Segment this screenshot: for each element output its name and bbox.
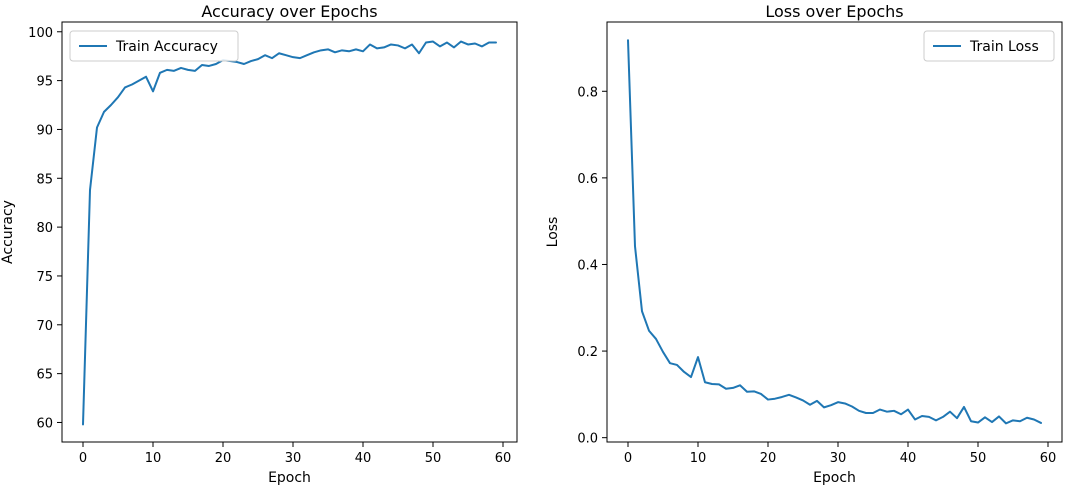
y-tick-label: 65 bbox=[36, 368, 53, 383]
y-tick-label: 90 bbox=[36, 123, 53, 138]
x-tick-label: 0 bbox=[79, 451, 87, 466]
series-line-0 bbox=[82, 40, 497, 426]
axes-frame bbox=[606, 21, 1063, 443]
legend-label: Train Accuracy bbox=[115, 39, 218, 55]
y-tick-label: 70 bbox=[36, 319, 53, 334]
x-tick-label: 10 bbox=[690, 451, 707, 466]
y-tick-label: 80 bbox=[36, 221, 53, 236]
x-tick-label: 60 bbox=[495, 451, 512, 466]
legend-box bbox=[923, 30, 1055, 62]
x-axis-label: Epoch bbox=[268, 470, 311, 486]
y-tick-label: 0.0 bbox=[577, 432, 598, 447]
chart-title: Loss over Epochs bbox=[765, 2, 903, 21]
legend: Train Accuracy bbox=[69, 30, 239, 62]
x-tick-label: 20 bbox=[760, 451, 777, 466]
legend-label: Train Loss bbox=[969, 39, 1039, 55]
legend-box bbox=[69, 30, 239, 62]
y-tick-label: 0.4 bbox=[577, 258, 598, 273]
x-tick-label: 60 bbox=[1040, 451, 1057, 466]
x-tick-label: 30 bbox=[285, 451, 302, 466]
chart-0: Accuracy over Epochs 0 10 20 30 40 50 60 60 65 70 7… bbox=[0, 2, 518, 486]
y-axis-label: Loss bbox=[545, 217, 561, 248]
x-tick-label: 10 bbox=[145, 451, 162, 466]
y-tick-label: 0.8 bbox=[577, 85, 598, 100]
x-tick-label: 50 bbox=[970, 451, 987, 466]
y-tick-label: 60 bbox=[36, 416, 53, 431]
x-tick-label: 50 bbox=[425, 451, 442, 466]
axes-frame bbox=[61, 21, 518, 443]
x-tick-label: 0 bbox=[624, 451, 632, 466]
x-tick-label: 40 bbox=[900, 451, 917, 466]
x-axis-label: Epoch bbox=[813, 470, 856, 486]
chart-title: Accuracy over Epochs bbox=[201, 2, 377, 21]
y-tick-label: 75 bbox=[36, 270, 53, 285]
y-tick-label: 0.6 bbox=[577, 172, 598, 187]
y-tick-label: 0.2 bbox=[577, 345, 598, 360]
y-tick-label: 100 bbox=[28, 26, 53, 41]
chart-1: Loss over Epochs 0 10 20 30 40 50 60 0.0 0.2 0.4 0.… bbox=[545, 2, 1063, 486]
x-tick-label: 30 bbox=[830, 451, 847, 466]
legend: Train Loss bbox=[923, 30, 1055, 62]
x-tick-label: 20 bbox=[215, 451, 232, 466]
y-axis-label: Accuracy bbox=[0, 200, 16, 264]
series-line-0 bbox=[627, 39, 1042, 425]
y-tick-label: 95 bbox=[36, 75, 53, 90]
y-tick-label: 85 bbox=[36, 172, 53, 187]
x-tick-label: 40 bbox=[355, 451, 372, 466]
